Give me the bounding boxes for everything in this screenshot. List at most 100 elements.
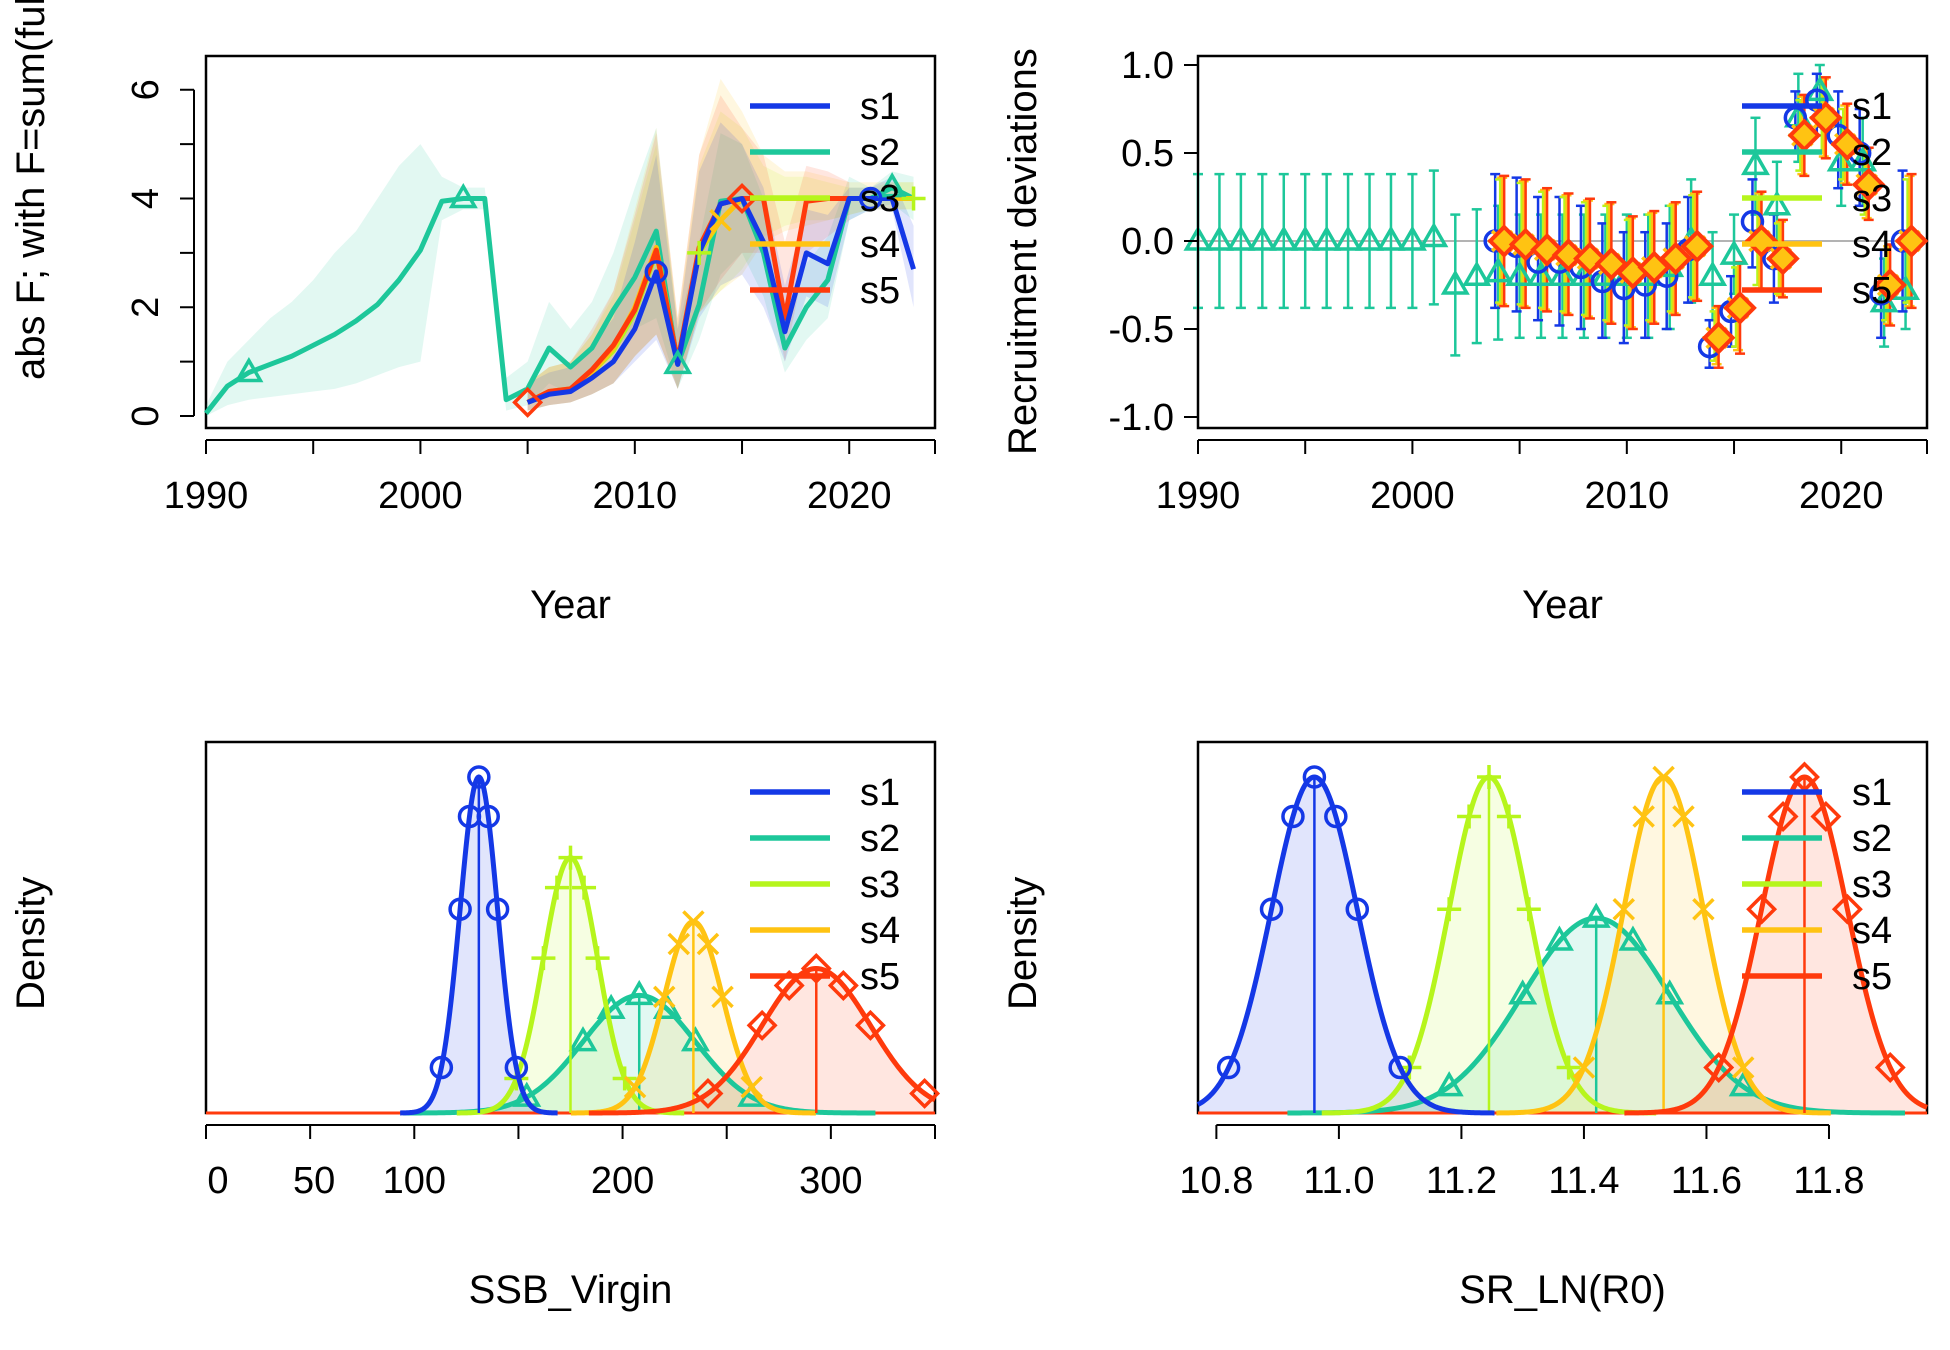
x-marker bbox=[711, 985, 734, 1009]
x-tick-label: 2010 bbox=[593, 475, 678, 517]
x-marker bbox=[1612, 897, 1635, 921]
x-axis: 1990 2000 2010 2020 bbox=[1156, 439, 1928, 517]
diamond-mark bbox=[692, 1077, 724, 1109]
x-marker bbox=[1572, 1056, 1596, 1079]
diamond-marker bbox=[800, 953, 832, 984]
triangle-mark bbox=[1312, 225, 1342, 251]
triangle-mark bbox=[234, 356, 264, 383]
triangle-marker bbox=[1419, 221, 1449, 248]
circle-marker bbox=[1281, 804, 1305, 829]
plus-marker bbox=[1457, 804, 1482, 829]
x-tick-label: 11.8 bbox=[1793, 1160, 1864, 1202]
circle-mark bbox=[504, 1055, 529, 1080]
diamond-mark bbox=[773, 970, 805, 1001]
x-tick-label: 2020 bbox=[1799, 475, 1884, 517]
legend-label-s4: s4 bbox=[860, 224, 900, 266]
triangle-mark bbox=[1505, 260, 1535, 286]
circle-marker bbox=[476, 804, 500, 829]
triangle-mark bbox=[1269, 225, 1299, 251]
diamond-marker bbox=[1551, 238, 1586, 272]
legend-label-s3: s3 bbox=[860, 864, 900, 906]
circle-marker bbox=[1302, 765, 1327, 789]
plus-marker bbox=[1496, 804, 1521, 829]
plus-marker bbox=[1516, 897, 1541, 922]
circle-mark bbox=[485, 897, 510, 921]
diamond-marker bbox=[1851, 167, 1886, 202]
x-marker bbox=[1632, 805, 1655, 828]
circle-marker bbox=[485, 897, 510, 921]
diamond-mark bbox=[909, 1077, 941, 1109]
triangle-marker bbox=[448, 182, 478, 209]
triangle-mark bbox=[1618, 925, 1648, 951]
x-b bbox=[1632, 805, 1655, 828]
diamond-marker bbox=[909, 1077, 941, 1109]
triangle-marker bbox=[663, 348, 693, 375]
plus-marker bbox=[544, 875, 569, 900]
diamond-marker bbox=[1874, 1052, 1906, 1084]
density-fill-s1 bbox=[1198, 777, 1495, 1113]
x-marker bbox=[1672, 805, 1695, 828]
triangle-mark bbox=[1581, 902, 1611, 928]
triangle-marker bbox=[1333, 225, 1363, 251]
x-b bbox=[682, 910, 705, 933]
x-axis: 1990 2000 2010 2020 bbox=[164, 439, 936, 517]
series-s3 bbox=[1495, 81, 1913, 362]
diamond-marker bbox=[1810, 801, 1842, 832]
x-marker bbox=[1652, 765, 1675, 789]
x-marker bbox=[667, 932, 691, 956]
x-tick-label: 11.6 bbox=[1671, 1160, 1742, 1202]
diamond-marker bbox=[1808, 100, 1843, 135]
triangle-marker bbox=[1312, 225, 1342, 251]
plus-marker bbox=[1437, 897, 1462, 922]
legend-label-s2: s2 bbox=[1852, 818, 1892, 860]
circle-mark bbox=[1345, 897, 1370, 921]
x-b bbox=[667, 932, 691, 956]
diamond-marker bbox=[726, 183, 758, 214]
triangle-mark bbox=[1762, 190, 1792, 216]
triangle-mark bbox=[663, 348, 693, 375]
x-tick-label: 0 bbox=[207, 1160, 228, 1202]
x-b bbox=[1672, 805, 1695, 828]
y-tick-label: -1.0 bbox=[1109, 397, 1174, 439]
triangle-marker bbox=[512, 1081, 542, 1107]
diamond-mark bbox=[854, 1009, 886, 1041]
legend-label-s5: s5 bbox=[1852, 270, 1892, 312]
legend-label-s1: s1 bbox=[1852, 772, 1892, 814]
triangle-mark bbox=[1355, 225, 1385, 251]
diamond-marker bbox=[1830, 127, 1865, 162]
diamond-marker bbox=[1658, 241, 1693, 276]
triangle-mark bbox=[1544, 925, 1574, 951]
diamond-marker bbox=[1723, 291, 1757, 325]
circle-mark bbox=[429, 1055, 454, 1080]
triangle-mark bbox=[1333, 225, 1363, 251]
triangle-mark bbox=[1376, 225, 1406, 251]
density-curve-s1 bbox=[1196, 774, 1495, 1116]
x-tick-label: 2000 bbox=[378, 475, 463, 517]
diamond-mark bbox=[1810, 801, 1842, 832]
x-tick-label: 1990 bbox=[164, 475, 249, 517]
y-axis: -1.0 -0.5 0.0 0.5 1.0 bbox=[1109, 45, 1199, 439]
circle-marker bbox=[504, 1055, 529, 1080]
y-tick-label: -0.5 bbox=[1109, 309, 1174, 351]
plus-marker bbox=[585, 946, 610, 971]
x-marker bbox=[740, 1075, 763, 1099]
plus-marker bbox=[572, 875, 597, 900]
density-fill-s5 bbox=[1624, 777, 1927, 1113]
triangle-mark bbox=[1204, 225, 1234, 251]
diamond-mark bbox=[1874, 1052, 1906, 1084]
diamond-mark bbox=[1703, 1052, 1735, 1084]
diamond-marker bbox=[1744, 224, 1779, 258]
series-s2 bbox=[1193, 63, 1911, 357]
circle-mark bbox=[1281, 804, 1305, 829]
triangle-marker bbox=[1698, 260, 1728, 286]
triangle-mark bbox=[1434, 1071, 1464, 1097]
triangle-mark bbox=[1740, 149, 1770, 176]
triangle-marker bbox=[1728, 1071, 1758, 1097]
x-b bbox=[652, 985, 676, 1009]
triangle-mark bbox=[877, 172, 907, 198]
triangle-mark bbox=[680, 1026, 710, 1052]
x-tick-label: 11.4 bbox=[1548, 1160, 1619, 1202]
diamond-marker bbox=[1487, 224, 1522, 258]
